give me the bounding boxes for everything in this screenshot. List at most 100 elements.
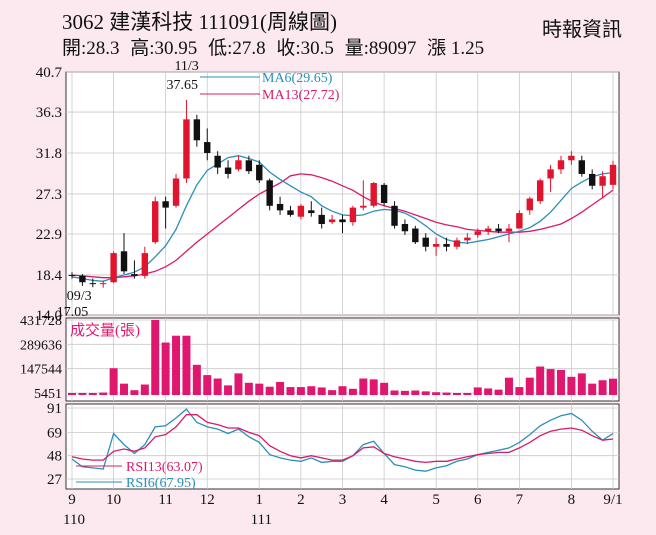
volume-bar	[192, 364, 201, 395]
x-tick-label: 3	[339, 492, 347, 508]
x-tick-label: 12	[200, 492, 215, 508]
candle-body	[422, 237, 429, 247]
rsi6-line	[71, 408, 614, 472]
candle-body	[266, 180, 273, 206]
candle-body	[474, 231, 481, 235]
volume-bar	[244, 382, 253, 395]
chart-date: 111091	[198, 10, 260, 34]
volume-bar	[172, 335, 181, 395]
high-value: 高:30.95	[130, 38, 198, 59]
x-tick-label: 10	[106, 492, 121, 508]
candle-body	[297, 205, 305, 217]
candle-body	[568, 155, 575, 161]
x-tick-label: 4	[380, 492, 388, 508]
x-tick-label: 1	[256, 492, 264, 508]
candle-body	[391, 205, 398, 226]
volume-bar	[588, 383, 597, 395]
volume-bar	[338, 386, 347, 395]
volume-bar	[120, 383, 129, 395]
volume-bar	[88, 393, 97, 395]
legend-rsi13: RSI13(63.07)	[126, 460, 203, 475]
low-value-label: 17.05	[57, 305, 89, 320]
volume-bar	[452, 393, 461, 395]
candle-body	[547, 169, 554, 179]
candle-body	[193, 119, 201, 141]
candle-body	[484, 228, 492, 232]
volume-bar	[494, 389, 503, 395]
volume-bar	[203, 375, 212, 395]
volume-bar	[442, 392, 451, 395]
volume-bar	[328, 390, 337, 395]
high-value-label: 37.65	[166, 78, 198, 93]
year-label: 110	[63, 512, 85, 528]
legend-ma13: MA13(27.72)	[262, 88, 340, 103]
volume-bar	[536, 366, 545, 395]
volume-bar	[307, 386, 316, 395]
candle-body	[401, 223, 409, 232]
candle-body	[339, 219, 346, 223]
volume-bar	[234, 373, 243, 395]
volume-bar	[484, 388, 493, 395]
volume-bar	[359, 378, 368, 395]
candle-body	[131, 274, 138, 276]
candle-body	[204, 142, 211, 153]
candle-body	[224, 167, 232, 174]
rsi-tick-label: 91	[47, 401, 62, 417]
volume-bar	[224, 385, 233, 395]
candle-body	[495, 228, 502, 232]
candle-body	[89, 283, 97, 285]
volume-bar	[515, 387, 524, 395]
volume-bar	[130, 390, 139, 395]
price-tick-label: 14.0	[36, 308, 62, 324]
candle-body	[526, 198, 533, 211]
volume-value: 量:89097	[344, 38, 417, 59]
volume-bar	[161, 342, 170, 395]
volume-bar	[598, 380, 607, 395]
volume-title: 成交量(張)	[70, 321, 140, 339]
open-value: 開:28.3	[62, 38, 120, 59]
legend-ma6: MA6(29.65)	[262, 71, 333, 86]
rsi-tick-label: 69	[47, 425, 62, 441]
candle-body	[536, 180, 544, 202]
ma13-line	[71, 173, 614, 279]
volume-bar	[609, 378, 617, 395]
price-tick-label: 31.8	[36, 146, 62, 162]
volume-bar	[567, 376, 576, 395]
low-date-label: 09/3	[67, 289, 92, 304]
candle-body	[370, 183, 377, 206]
x-tick-label: 9/1	[603, 492, 622, 508]
x-tick-label: 2	[297, 492, 305, 508]
candle-body	[100, 283, 107, 285]
candle-body	[245, 160, 253, 172]
volume-bar	[255, 383, 264, 395]
candle-body	[79, 275, 86, 283]
price-tick-label: 40.7	[36, 65, 63, 81]
volume-bar	[99, 392, 108, 395]
volume-bar	[296, 387, 305, 395]
candle-body	[412, 228, 419, 243]
x-tick-label: 6	[474, 492, 482, 508]
candle-body	[578, 160, 585, 174]
candle-body	[557, 160, 565, 170]
candle-body	[328, 219, 336, 223]
volume-bar	[78, 393, 87, 395]
stock-name: 建漢科技	[109, 10, 194, 34]
x-tick-label: 9	[68, 492, 76, 508]
candle-body	[183, 119, 190, 179]
volume-bar	[265, 386, 274, 395]
rsi13-line	[71, 414, 614, 464]
volume-tick-label: 431728	[20, 314, 62, 329]
x-tick-label: 5	[432, 492, 440, 508]
candle-body	[287, 210, 294, 215]
volume-bar	[525, 377, 534, 395]
volume-bar	[276, 381, 285, 395]
year-label: 111	[251, 512, 272, 528]
volume-bar	[317, 387, 326, 395]
close-value: 收:30.5	[276, 38, 334, 59]
volume-bar	[151, 320, 160, 395]
volume-bar	[463, 393, 472, 395]
candle-body	[235, 160, 242, 170]
candle-body	[380, 184, 388, 204]
ohlc-summary: 開:28.3 高:30.95 低:27.8 收:30.5 量:89097 漲 1…	[62, 33, 490, 60]
